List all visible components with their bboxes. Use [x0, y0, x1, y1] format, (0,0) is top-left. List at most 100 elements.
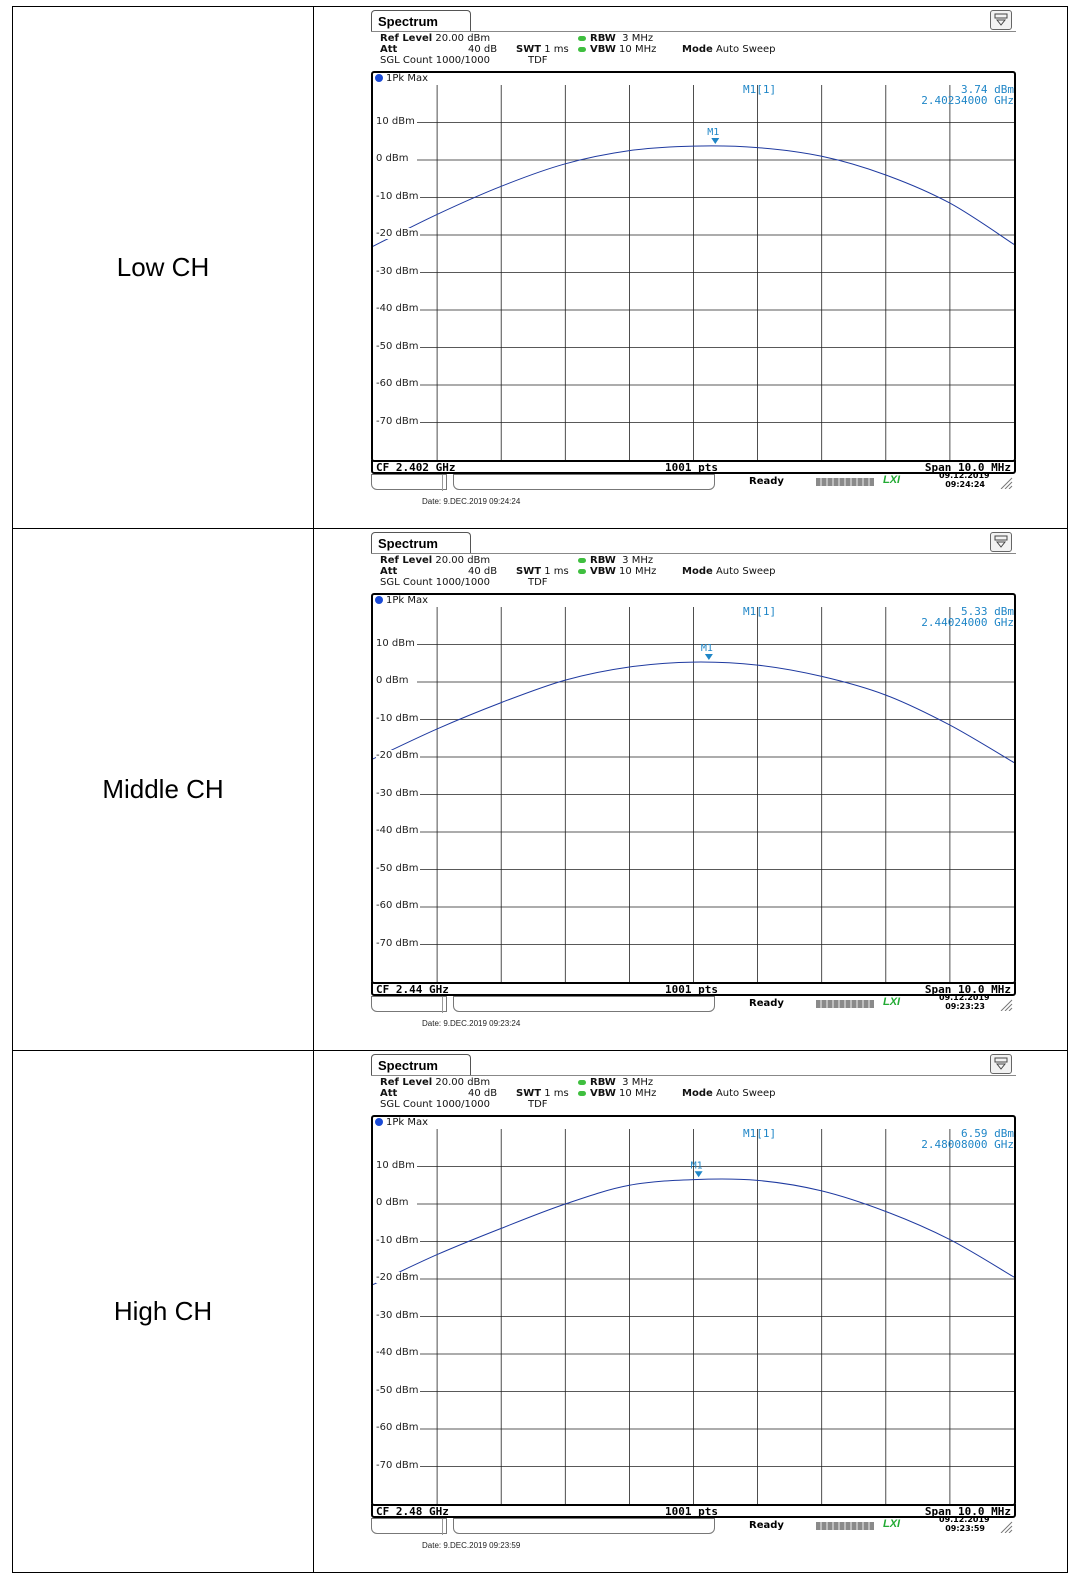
y-tick-label: -50 dBm [376, 1384, 421, 1396]
screen-menu-button[interactable] [990, 532, 1012, 552]
ready-indicator: Ready [749, 476, 784, 487]
marker-m1-icon[interactable] [704, 654, 713, 661]
progress-meter [816, 478, 874, 486]
marker-m1-icon[interactable] [711, 137, 720, 144]
ref-level-readout: Ref Level 20.00 dBm [380, 1077, 491, 1088]
resize-grip-icon[interactable] [999, 999, 1013, 1011]
channel-label: High CH [12, 1050, 314, 1573]
y-tick-label: -70 dBm [376, 937, 421, 949]
emission-results-table: Low CH Spectrum Ref Level 20.00 dBm Att … [12, 6, 1068, 1573]
screen-menu-button[interactable] [990, 10, 1012, 30]
tdf-label: TDF [528, 55, 548, 66]
screen-menu-button[interactable] [990, 1054, 1012, 1074]
resize-grip-icon[interactable] [999, 1521, 1013, 1533]
marker-frequency: 2.40234000 GHz [921, 94, 1014, 107]
trace-svg: M1 [373, 607, 1014, 982]
plot-footer: CF 2.44 GHz 1001 pts Span 10.0 MHz [371, 982, 1016, 996]
result-row: High CH Spectrum Ref Level 20.00 dBm Att… [12, 1050, 1068, 1573]
swt-readout: SWT 1 ms [516, 1088, 569, 1099]
trace-plot-area: 1Pk Max M1 M1[1] 3.74 dBm 2.40234000 GHz… [371, 71, 1016, 462]
plot-footer: CF 2.48 GHz 1001 pts Span 10.0 MHz [371, 1504, 1016, 1518]
mode-readout: Mode Auto Sweep [682, 1088, 776, 1099]
y-tick-label: 10 dBm [376, 115, 417, 127]
marker-frequency: 2.48008000 GHz [921, 1138, 1014, 1151]
marker-level: 3.74 dBm [961, 83, 1014, 96]
att-value: 40 dB [468, 566, 498, 577]
trace-1-line [373, 661, 1014, 764]
trace-1-icon [375, 596, 383, 604]
lxi-logo-icon: LXI [883, 474, 901, 486]
swt-readout: SWT 1 ms [516, 566, 569, 577]
plot-footer: CF 2.402 GHz 1001 pts Span 10.0 MHz [371, 460, 1016, 474]
spectrum-analyzer-screen: Spectrum Ref Level 20.00 dBm Att 40 dB S… [368, 529, 1018, 1028]
att-value: 40 dB [468, 1088, 498, 1099]
marker-m1-icon[interactable] [694, 1171, 703, 1178]
status-segment-left[interactable] [371, 996, 447, 1013]
att-readout: Att [380, 566, 398, 577]
y-tick-label: -30 dBm [376, 787, 421, 799]
center-frequency: CF 2.48 GHz [376, 1505, 449, 1518]
y-tick-label: -70 dBm [376, 1459, 421, 1471]
resize-grip-icon[interactable] [999, 477, 1013, 489]
lxi-logo-icon: LXI [883, 1518, 901, 1530]
result-row: Low CH Spectrum Ref Level 20.00 dBm Att … [12, 6, 1068, 529]
vbw-indicator-icon [578, 46, 586, 52]
trace-1-line [373, 1178, 1014, 1286]
spectrum-tab[interactable]: Spectrum [371, 10, 471, 32]
vbw-indicator-icon [578, 568, 586, 574]
marker-level: 5.33 dBm [961, 605, 1014, 618]
status-bar: Ready LXI 09.12.2019 09:24:24 [371, 471, 1016, 491]
y-tick-label: -20 dBm [376, 228, 421, 239]
mode-readout: Mode Auto Sweep [682, 566, 776, 577]
sgl-count: SGL Count 1000/1000 [380, 55, 490, 66]
spectrum-analyzer-screen: Spectrum Ref Level 20.00 dBm Att 40 dB S… [368, 7, 1018, 506]
status-segment-left[interactable] [371, 474, 447, 491]
menu-chevron-icon [994, 1057, 1008, 1070]
spectrum-tab[interactable]: Spectrum [371, 1054, 471, 1076]
sweep-points: 1001 pts [665, 983, 718, 996]
att-readout: Att [380, 44, 398, 55]
status-segment-message[interactable] [453, 996, 715, 1012]
status-segment-left[interactable] [371, 1518, 447, 1535]
progress-meter [816, 1000, 874, 1008]
marker-m1-label: M1 [707, 127, 719, 138]
status-segment-message[interactable] [453, 1518, 715, 1534]
sweep-points: 1001 pts [665, 1505, 718, 1518]
rbw-indicator-icon [578, 35, 586, 41]
y-tick-label: -70 dBm [376, 415, 421, 427]
ref-level-readout: Ref Level 20.00 dBm [380, 33, 491, 44]
rbw-readout: RBW 3 MHz [578, 1077, 653, 1088]
trace-1-icon [375, 1118, 383, 1126]
att-value: 40 dB [468, 44, 498, 55]
y-tick-label: 0 dBm [376, 675, 411, 686]
vbw-readout: VBW 10 MHz [578, 44, 656, 55]
y-tick-label: -50 dBm [376, 340, 421, 352]
trace-svg: M1 [373, 85, 1014, 460]
center-frequency: CF 2.402 GHz [376, 461, 456, 474]
trace-1-line [373, 145, 1014, 247]
analyzer-screenshot-cell: Spectrum Ref Level 20.00 dBm Att 40 dB S… [313, 6, 1068, 529]
y-tick-label: -10 dBm [376, 190, 421, 202]
y-tick-label: 0 dBm [376, 1197, 411, 1208]
ref-level-readout: Ref Level 20.00 dBm [380, 555, 491, 566]
status-segment-message[interactable] [453, 474, 715, 490]
progress-meter [816, 1522, 874, 1530]
sweep-points: 1001 pts [665, 461, 718, 474]
y-tick-label: -10 dBm [376, 712, 421, 724]
result-row: Middle CH Spectrum Ref Level 20.00 dBm A… [12, 528, 1068, 1051]
vbw-indicator-icon [578, 1090, 586, 1096]
status-datetime: 09.12.2019 09:24:24 [939, 471, 990, 489]
marker-m1-label: M1 [691, 1160, 703, 1171]
status-bar: Ready LXI 09.12.2019 09:23:59 [371, 1515, 1016, 1535]
att-readout: Att [380, 1088, 398, 1099]
lxi-logo-icon: LXI [883, 996, 901, 1008]
trace-svg: M1 [373, 1129, 1014, 1504]
marker-m1-label: M1 [701, 643, 713, 654]
frequency-span: Span 10.0 MHz [924, 461, 1011, 474]
sgl-count: SGL Count 1000/1000 [380, 1099, 490, 1110]
tdf-label: TDF [528, 1099, 548, 1110]
trace-label: 1Pk Max [375, 73, 428, 84]
y-tick-label: -10 dBm [376, 1234, 421, 1246]
marker-header: M1[1] [743, 83, 777, 96]
spectrum-tab[interactable]: Spectrum [371, 532, 471, 554]
